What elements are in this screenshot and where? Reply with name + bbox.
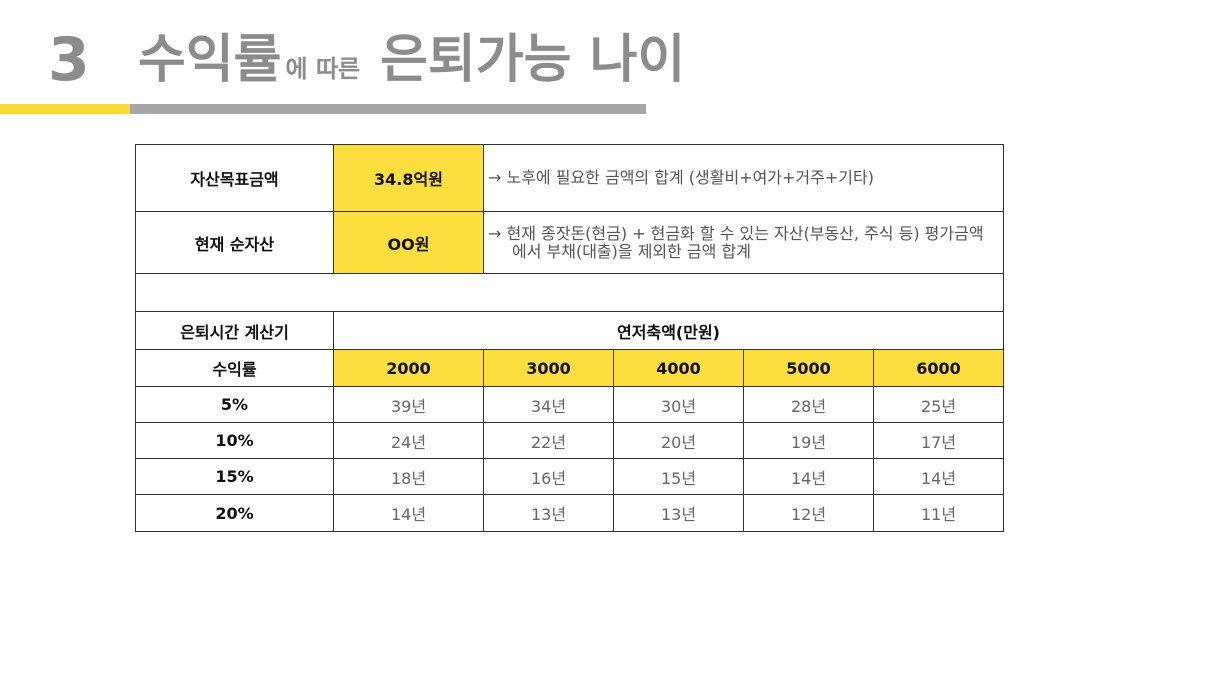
title-underline-yellow xyxy=(0,104,130,114)
years-cell: 39년 xyxy=(333,386,484,423)
networth-note-line-1: → 현재 종잣돈(현금) + 현금화 할 수 있는 자산(부동산, 주식 등) … xyxy=(488,223,984,243)
years-cell: 24년 xyxy=(333,422,484,459)
years-cell: 13년 xyxy=(483,494,614,532)
retirement-table: 자산목표금액 34.8억원 → 노후에 필요한 금액의 합계 (생활비+여가+거… xyxy=(134,144,1005,532)
title-underline-gray xyxy=(130,104,646,114)
years-cell: 30년 xyxy=(613,386,744,423)
calc-header-row: 은퇴시간 계산기 연저축액(만원) xyxy=(135,311,1005,350)
rate-header: 수익률 xyxy=(135,349,334,387)
table-row: 10% 24년 22년 20년 19년 17년 xyxy=(135,422,1005,459)
target-note: → 노후에 필요한 금액의 합계 (생활비+여가+거주+기타) xyxy=(482,144,1005,212)
years-cell: 19년 xyxy=(743,422,874,459)
target-label: 자산목표금액 xyxy=(135,144,334,212)
title-part-1: 수익률 xyxy=(138,30,282,90)
years-cell: 28년 xyxy=(743,386,874,423)
rate-cell: 10% xyxy=(135,422,334,459)
table-row: 20% 14년 13년 13년 12년 11년 xyxy=(135,494,1005,532)
years-cell: 25년 xyxy=(872,386,1005,423)
years-cell: 14년 xyxy=(743,458,874,495)
amount-cell: 6000 xyxy=(872,349,1005,387)
years-cell: 12년 xyxy=(743,494,874,532)
networth-label: 현재 순자산 xyxy=(135,211,334,274)
rate-cell: 15% xyxy=(135,458,334,495)
years-cell: 16년 xyxy=(483,458,614,495)
years-cell: 14년 xyxy=(872,458,1005,495)
amount-cell: 2000 xyxy=(333,349,484,387)
years-cell: 13년 xyxy=(613,494,744,532)
years-cell: 15년 xyxy=(613,458,744,495)
amount-cell: 4000 xyxy=(613,349,744,387)
slide-number: 3 xyxy=(48,25,90,95)
spacer-row xyxy=(134,273,1005,312)
years-cell: 14년 xyxy=(333,494,484,532)
calculator-title: 은퇴시간 계산기 xyxy=(135,311,334,350)
rate-cell: 5% xyxy=(135,386,334,423)
years-cell: 20년 xyxy=(613,422,744,459)
networth-note: → 현재 종잣돈(현금) + 현금화 할 수 있는 자산(부동산, 주식 등) … xyxy=(482,211,1005,274)
networth-row: 현재 순자산 OO원 → 현재 종잣돈(현금) + 현금화 할 수 있는 자산(… xyxy=(135,211,1005,274)
target-row: 자산목표금액 34.8억원 → 노후에 필요한 금액의 합계 (생활비+여가+거… xyxy=(135,144,1005,212)
page-title: 수익률 에 따른 은퇴가능 나이 xyxy=(138,22,685,98)
savings-header: 연저축액(만원) xyxy=(332,311,1005,350)
amount-cell: 5000 xyxy=(743,349,874,387)
table-row: 15% 18년 16년 15년 14년 14년 xyxy=(135,458,1005,495)
years-cell: 22년 xyxy=(483,422,614,459)
years-cell: 11년 xyxy=(872,494,1005,532)
amount-cell: 3000 xyxy=(483,349,614,387)
target-value: 34.8억원 xyxy=(333,144,484,212)
years-cell: 17년 xyxy=(872,422,1005,459)
title-part-2: 에 따른 xyxy=(285,55,361,83)
amounts-row: 수익률 2000 3000 4000 5000 6000 xyxy=(135,349,1005,387)
rate-cell: 20% xyxy=(135,494,334,532)
spacer-cell xyxy=(134,273,1005,312)
networth-note-line-2: 에서 부채(대출)을 제외한 금액 합계 xyxy=(512,241,751,261)
table-row: 5% 39년 34년 30년 28년 25년 xyxy=(135,386,1005,423)
networth-value: OO원 xyxy=(333,211,484,274)
years-cell: 34년 xyxy=(483,386,614,423)
years-cell: 18년 xyxy=(333,458,484,495)
title-part-3: 은퇴가능 나이 xyxy=(380,30,686,90)
